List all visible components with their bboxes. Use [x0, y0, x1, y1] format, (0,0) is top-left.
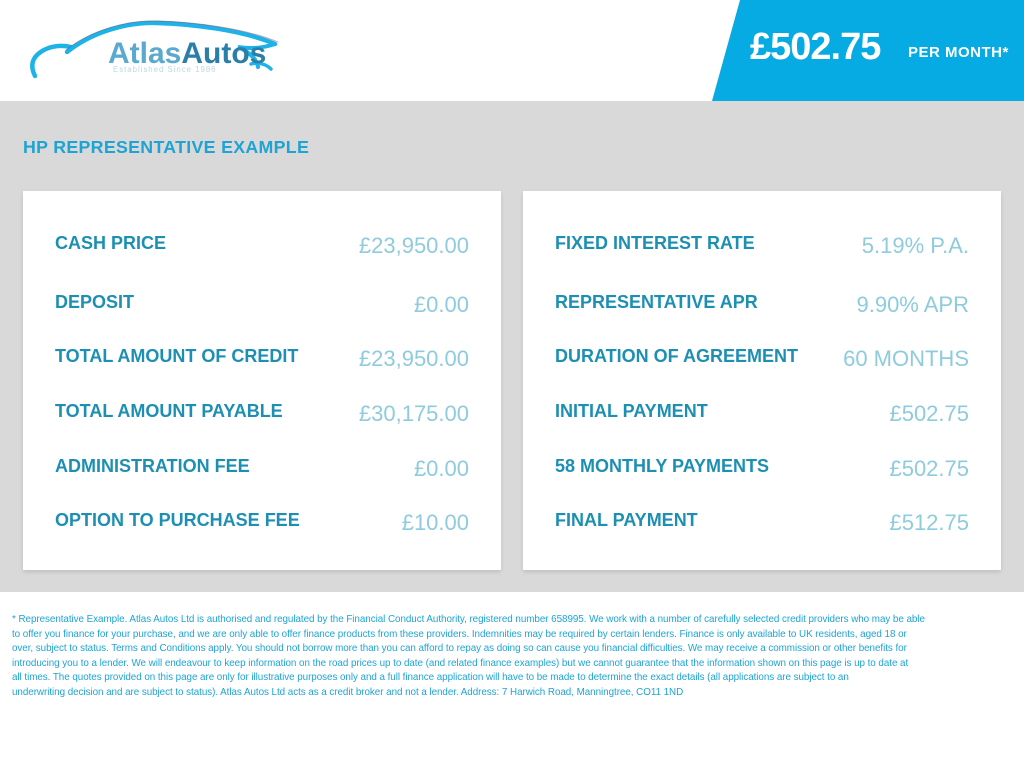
svg-text:Established Since 1986: Established Since 1986 [113, 65, 217, 74]
